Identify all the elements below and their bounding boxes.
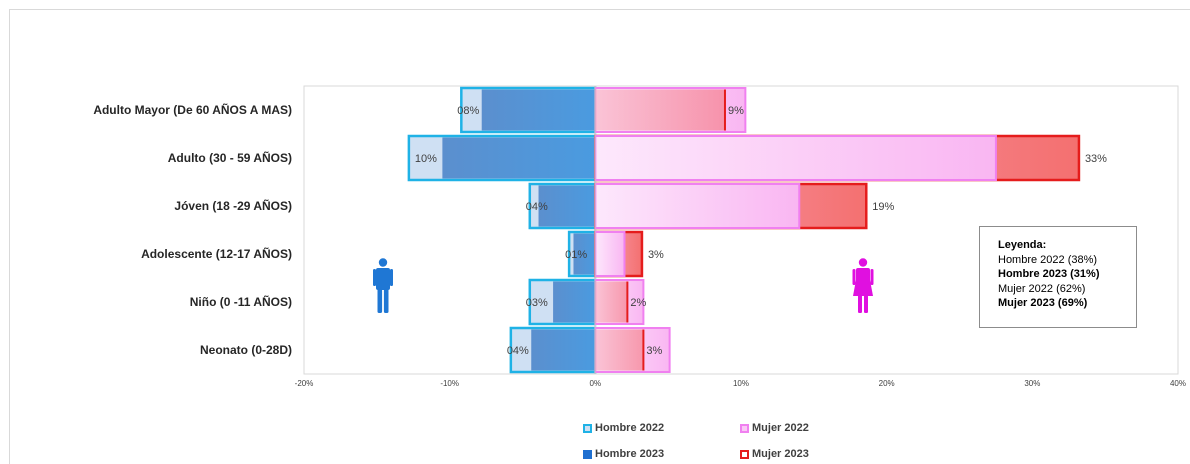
legend-title: Leyenda: xyxy=(998,239,1047,251)
data-label-mujer: 3% xyxy=(646,345,662,357)
bar-hombre-2023 xyxy=(538,185,596,227)
x-tick-label: 0% xyxy=(590,379,602,388)
x-tick-label: 20% xyxy=(879,379,895,388)
data-labels: 08% 9% 10% 33% 04% 19% 01% 3% 03% 2% 04% 3% xyxy=(415,105,1107,357)
legend-line-mujer-2023: Mujer 2023 (69%) xyxy=(998,297,1088,309)
bar-hombre-2023 xyxy=(573,233,596,275)
data-label-hombre: 04% xyxy=(507,345,529,357)
bar-mujer-2022 xyxy=(594,183,801,229)
data-label-hombre: 01% xyxy=(565,249,587,261)
chart-frame xyxy=(9,9,1190,464)
category-label: Adulto (30 - 59 AÑOS) xyxy=(168,150,292,165)
bar-mujer-2023 xyxy=(595,281,628,323)
bar-hombre-2023 xyxy=(531,329,596,371)
x-tick-label: -10% xyxy=(440,379,459,388)
category-label: Neonato (0-28D) xyxy=(200,343,292,357)
series-legend-label: Mujer 2022 xyxy=(752,422,809,434)
summary-legend-box: Leyenda: Hombre 2022 (38%) Hombre 2023 (… xyxy=(979,226,1137,328)
category-label: Adolescente (12-17 AÑOS) xyxy=(141,246,292,261)
data-label-mujer: 19% xyxy=(872,201,894,213)
data-label-hombre: 10% xyxy=(415,153,437,165)
data-label-mujer: 2% xyxy=(630,297,646,309)
female-person-icon xyxy=(852,258,874,313)
category-label: Adulto Mayor (De 60 AÑOS A MAS) xyxy=(93,102,292,117)
bar-mujer-2022 xyxy=(594,135,997,181)
series-legend-label: Mujer 2023 xyxy=(752,448,809,460)
category-label: Niño (0 -11 AÑOS) xyxy=(190,294,292,309)
x-tick-label: 30% xyxy=(1024,379,1040,388)
series-legend-hombre-2022: Hombre 2022 xyxy=(583,422,664,434)
bar-mujer-2022 xyxy=(594,231,626,277)
data-label-hombre: 03% xyxy=(526,297,548,309)
legend-line-mujer-2022: Mujer 2022 (62%) xyxy=(998,282,1086,295)
swatch-mujer-2023 xyxy=(740,449,749,459)
category-label: Jóven (18 -29 AÑOS) xyxy=(174,198,292,213)
category-labels: Adulto Mayor (De 60 AÑOS A MAS) Adulto (3… xyxy=(93,102,292,357)
swatch-hombre-2022 xyxy=(583,423,592,433)
bar-mujer-2023 xyxy=(595,329,644,371)
bar-mujer-2023 xyxy=(595,89,725,131)
bars-layer xyxy=(407,86,1081,374)
bar-hombre-2023 xyxy=(481,89,596,131)
bar-hombre-2023 xyxy=(442,137,596,179)
legend-line-hombre-2023: Hombre 2023 (31%) xyxy=(998,268,1100,280)
data-label-mujer: 9% xyxy=(728,105,744,117)
data-label-hombre: 08% xyxy=(457,105,479,117)
series-legend-label: Hombre 2022 xyxy=(595,422,665,434)
series-legend-hombre-2023: Hombre 2023 xyxy=(583,448,664,460)
x-axis-ticks: -20% -10% 0% 10% 20% 30% 40% xyxy=(295,379,1186,388)
series-legend-mujer-2023: Mujer 2023 xyxy=(740,448,809,460)
swatch-mujer-2022 xyxy=(740,423,749,433)
data-label-mujer: 3% xyxy=(648,249,664,261)
swatch-hombre-2023 xyxy=(583,449,592,459)
x-tick-label: -20% xyxy=(295,379,314,388)
series-legend-mujer-2022: Mujer 2022 xyxy=(740,422,809,434)
legend-line-hombre-2022: Hombre 2022 (38%) xyxy=(998,253,1098,266)
data-label-mujer: 33% xyxy=(1085,153,1107,165)
male-person-icon xyxy=(373,258,393,313)
x-tick-label: 40% xyxy=(1170,379,1186,388)
data-label-hombre: 04% xyxy=(526,201,548,213)
x-tick-label: 10% xyxy=(733,379,749,388)
series-legend-label: Hombre 2023 xyxy=(595,448,665,460)
bar-hombre-2023 xyxy=(553,281,596,323)
